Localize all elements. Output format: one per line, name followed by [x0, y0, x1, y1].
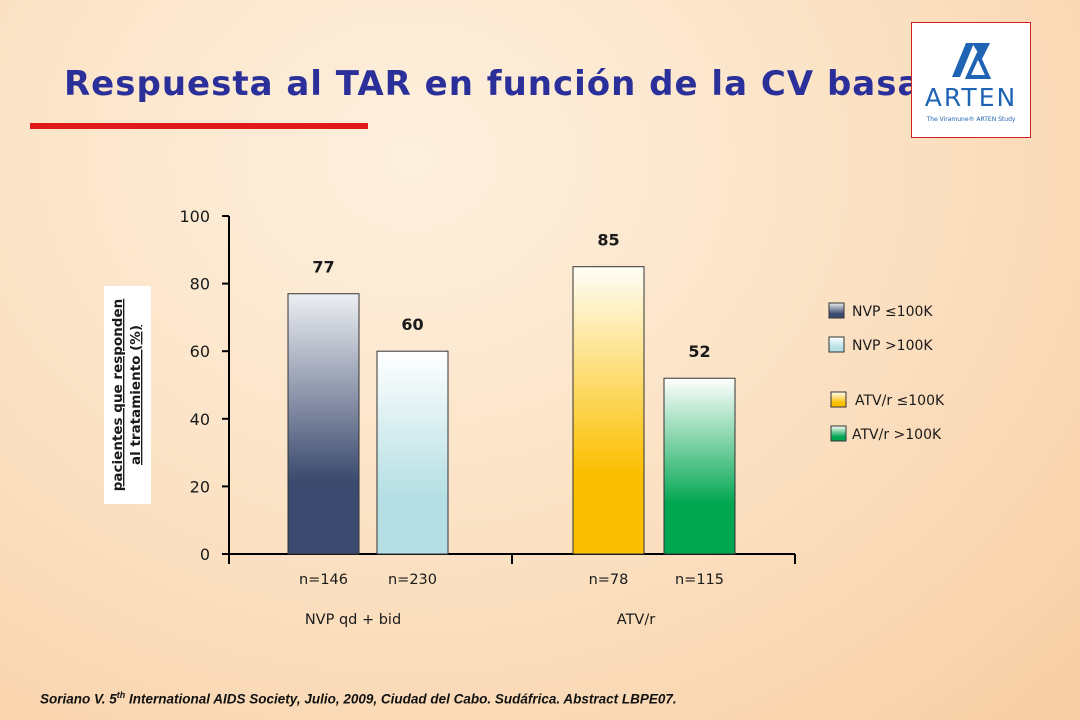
bar-n-label: n=230: [388, 572, 437, 588]
citation-prefix: Soriano V. 5: [40, 691, 117, 707]
title-underline: [30, 123, 368, 129]
bar-n-label: n=146: [299, 572, 348, 588]
legend-swatch: [830, 425, 847, 442]
page-title: Respuesta al TAR en función de la CV bas…: [64, 64, 935, 104]
legend-swatch: [828, 336, 845, 353]
bar: [287, 293, 360, 555]
y-tick-label: 40: [190, 410, 210, 429]
bar-n-label: n=78: [589, 572, 629, 588]
y-axis-label-background: [104, 286, 151, 504]
logo-subtext: The Viramune® ARTEN Study: [926, 116, 1016, 123]
bar-value-label: 85: [597, 231, 619, 250]
bar: [663, 377, 736, 555]
y-axis-label-line-2: al tratamiento (%): [128, 325, 144, 465]
group-label: NVP qd + bid: [305, 612, 401, 628]
legend-swatch: [830, 391, 847, 408]
citation: Soriano V. 5th International AIDS Societ…: [40, 690, 677, 707]
bar-value-label: 60: [401, 315, 423, 334]
citation-suffix: International AIDS Society, Julio, 2009,…: [125, 691, 677, 707]
y-tick-label: 20: [190, 477, 210, 496]
bar-chart: pacientes que responden al tratamiento (…: [104, 207, 945, 628]
y-axis-label: pacientes que responden al tratamiento (…: [110, 299, 144, 491]
bar: [572, 266, 645, 555]
y-tick-label: 80: [190, 275, 210, 294]
legend-label: NVP ≤100K: [852, 304, 933, 320]
legend-swatch: [828, 302, 845, 319]
y-tick-label: 60: [190, 342, 210, 361]
legend-label: NVP >100K: [852, 338, 933, 354]
bar-value-label: 52: [688, 342, 710, 361]
legend-label: ATV/r >100K: [852, 427, 942, 443]
legend-label: ATV/r ≤100K: [855, 393, 945, 409]
arten-logo: ARTEN The Viramune® ARTEN Study: [911, 22, 1031, 138]
citation-superscript: th: [116, 690, 126, 700]
bar-n-label: n=115: [675, 572, 724, 588]
bar-value-label: 77: [312, 258, 334, 277]
y-tick-label: 100: [179, 207, 210, 226]
arten-logo-mark-icon: [952, 43, 992, 79]
y-tick-label: 0: [200, 545, 210, 564]
y-axis-label-line-1: pacientes que responden: [110, 299, 126, 491]
logo-text: ARTEN: [924, 83, 1018, 112]
bar: [376, 350, 449, 555]
group-label: ATV/r: [617, 612, 655, 628]
